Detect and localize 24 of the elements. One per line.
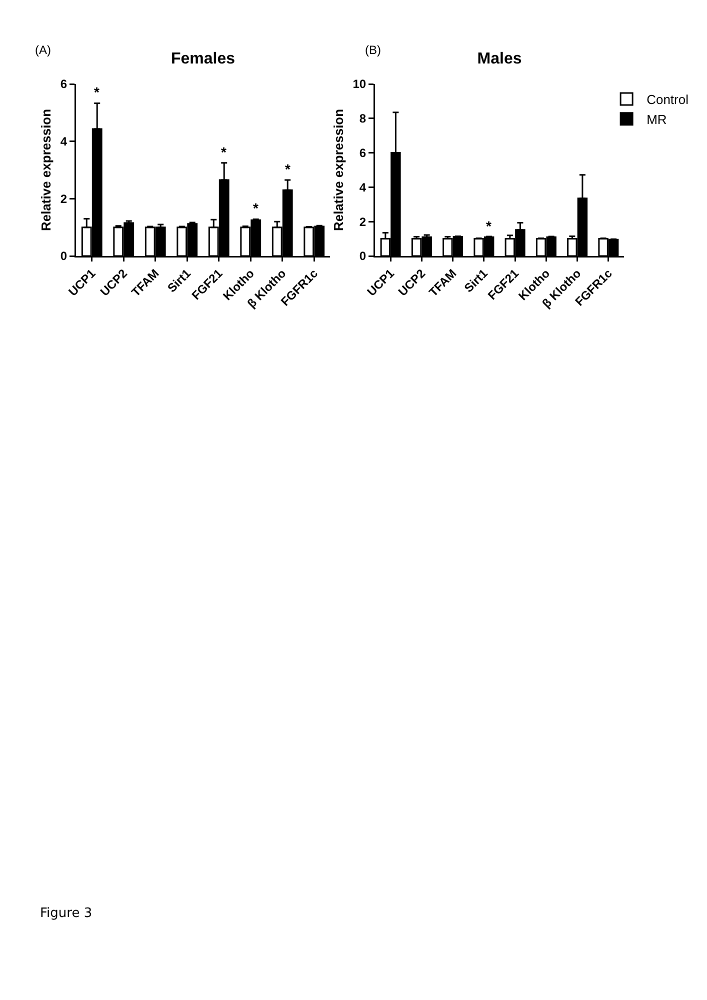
annotation: * [221,144,227,160]
y-tick-label: 4 [60,134,68,149]
chart-title: Males [477,50,522,68]
annotation: * [253,200,259,216]
y-axis-title: Relative expression [38,108,54,232]
text: (A) [35,43,51,57]
y-tick-label: 6 [359,146,366,160]
annotation: * [285,161,291,177]
annotation: * [94,84,100,100]
caption: Figure 3 [40,906,92,921]
y-tick-label: 0 [60,249,68,264]
y-tick-label: 0 [359,249,366,264]
y-tick-label: 10 [352,77,366,92]
chart-title: Females [170,50,236,68]
y-axis-title: Relative expression [330,108,346,232]
y-tick-label: 2 [359,214,366,229]
text: (B) [365,43,381,57]
y-tick-label: 4 [359,180,366,194]
legend-label: Control [646,92,689,108]
y-tick-label: 8 [359,112,366,126]
legend-label: MR [646,112,667,127]
annotation: * [486,218,492,234]
y-tick-label: 6 [60,77,68,92]
y-tick-label: 2 [60,192,68,206]
